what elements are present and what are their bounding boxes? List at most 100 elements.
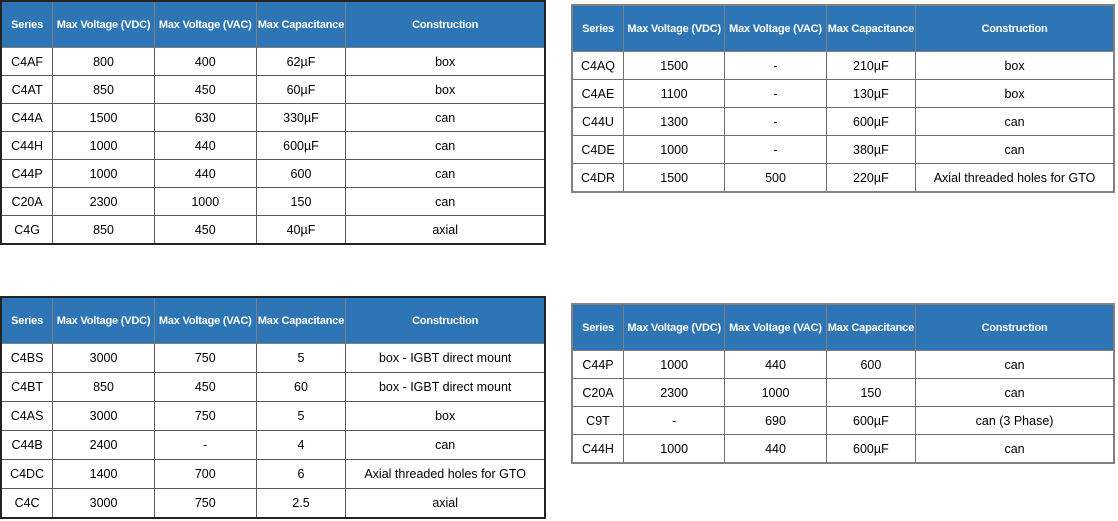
data-cell: axial xyxy=(345,215,546,245)
data-cell: 3000 xyxy=(52,401,155,431)
table-row: C4AT 850 450 60µF box xyxy=(0,75,546,104)
data-cell: 850 xyxy=(52,75,155,104)
data-cell: 440 xyxy=(724,434,827,464)
data-cell: can xyxy=(915,350,1115,379)
series-cell: C9T xyxy=(571,406,624,435)
series-cell: C4BS xyxy=(0,343,54,373)
series-cell: C4AE xyxy=(571,79,624,108)
column-header-max-voltage-vdc: Max Voltage (VDC) xyxy=(52,0,155,48)
header-row: Series Max Voltage (VDC) Max Voltage (VAC)… xyxy=(571,303,1115,351)
data-cell: 3000 xyxy=(52,488,155,519)
data-cell: 1000 xyxy=(622,135,726,164)
table-row: C44H 1000 440 600µF can xyxy=(0,131,546,160)
data-cell: 1000 xyxy=(153,187,257,216)
table-row: C4AQ 1500-210µF box xyxy=(571,51,1115,80)
table-row: C20A 2300 1000 150 can xyxy=(0,187,546,216)
table-row: C44U 1300-600µF can xyxy=(571,107,1115,136)
table-row: C44A 1500 630 330µF can xyxy=(0,103,546,132)
data-cell: 450 xyxy=(153,75,257,104)
data-cell: 3000 xyxy=(52,343,155,373)
data-cell: 210µF xyxy=(825,51,917,80)
series-cell: C4DR xyxy=(571,163,624,193)
data-cell: can xyxy=(345,131,546,160)
data-cell: - xyxy=(724,79,827,108)
data-cell: 380µF xyxy=(825,135,917,164)
column-header-construction: Construction xyxy=(345,296,546,344)
column-header-max-voltage-vdc: Max Voltage (VDC) xyxy=(52,296,155,344)
table-row: C44P 1000 440 600 can xyxy=(0,159,546,188)
column-header-series: Series xyxy=(571,303,624,351)
column-header-construction: Construction xyxy=(915,4,1115,52)
capacitor-series-bottom-left-grid: Series Max Voltage (VDC) Max Voltage (VAC)… xyxy=(0,296,546,519)
series-cell: C44A xyxy=(0,103,54,132)
series-cell: C4G xyxy=(0,215,54,245)
table-row: C9T -690 600µF can (3 Phase) xyxy=(571,406,1115,435)
series-cell: C44U xyxy=(571,107,624,136)
column-header-max-voltage-vac: Max Voltage (VAC) xyxy=(153,296,257,344)
data-cell: 1500 xyxy=(622,51,726,80)
data-cell: 5 xyxy=(255,343,347,373)
data-cell: 440 xyxy=(153,159,257,188)
data-cell: box - IGBT direct mount xyxy=(345,343,546,373)
data-cell: 1000 xyxy=(622,434,726,464)
column-header-max-capacitance: Max Capacitance xyxy=(825,4,917,52)
table-row: C4DC 1400 700 6 Axial threaded holes for GTO xyxy=(0,459,546,489)
table-row: C44B 2400-4 can xyxy=(0,430,546,460)
data-cell: box xyxy=(915,51,1115,80)
data-cell: 2300 xyxy=(52,187,155,216)
column-header-construction: Construction xyxy=(345,0,546,48)
data-cell: 600µF xyxy=(825,107,917,136)
data-cell: 1500 xyxy=(52,103,155,132)
data-cell: - xyxy=(153,430,257,460)
data-cell: can xyxy=(915,135,1115,164)
data-cell: 450 xyxy=(153,215,257,245)
data-cell: 2400 xyxy=(52,430,155,460)
table-row: C4G 850 450 40µF axial xyxy=(0,215,546,245)
data-cell: can xyxy=(915,107,1115,136)
data-cell: 1100 xyxy=(622,79,726,108)
column-header-max-voltage-vac: Max Voltage (VAC) xyxy=(724,303,827,351)
data-cell: 750 xyxy=(153,401,257,431)
data-cell: 750 xyxy=(153,488,257,519)
data-cell: box xyxy=(345,47,546,76)
data-cell: box xyxy=(345,401,546,431)
data-cell: 62µF xyxy=(255,47,347,76)
capacitor-series-top-left-grid: Series Max Voltage (VDC) Max Voltage (VAC)… xyxy=(0,0,546,245)
data-cell: 750 xyxy=(153,343,257,373)
series-cell: C44P xyxy=(0,159,54,188)
data-cell: 150 xyxy=(255,187,347,216)
data-cell: can xyxy=(345,430,546,460)
capacitor-series-table-top-right: Series Max Voltage (VDC) Max Voltage (VAC)… xyxy=(571,4,1115,193)
table-row: C4BT 850 450 60 box - IGBT direct mount xyxy=(0,372,546,402)
data-cell: can xyxy=(345,159,546,188)
column-header-max-voltage-vac: Max Voltage (VAC) xyxy=(724,4,827,52)
column-header-max-capacitance: Max Capacitance xyxy=(255,296,347,344)
data-cell: 60 xyxy=(255,372,347,402)
series-cell: C44H xyxy=(571,434,624,464)
table-row: C4AF 800 400 62µF box xyxy=(0,47,546,76)
series-cell: C4AT xyxy=(0,75,54,104)
data-cell: 1400 xyxy=(52,459,155,489)
table-row: C4C 3000 750 2.5 axial xyxy=(0,488,546,519)
data-cell: Axial threaded holes for GTO xyxy=(345,459,546,489)
column-header-series: Series xyxy=(0,296,54,344)
data-cell: 600 xyxy=(825,350,917,379)
data-cell: 600 xyxy=(255,159,347,188)
data-cell: 600µF xyxy=(255,131,347,160)
data-cell: can xyxy=(915,434,1115,464)
data-cell: 150 xyxy=(825,378,917,407)
data-cell: - xyxy=(622,406,726,435)
column-header-series: Series xyxy=(571,4,624,52)
data-cell: 850 xyxy=(52,215,155,245)
data-cell: can (3 Phase) xyxy=(915,406,1115,435)
data-cell: 1000 xyxy=(52,159,155,188)
data-cell: 700 xyxy=(153,459,257,489)
data-cell: 500 xyxy=(724,163,827,193)
series-cell: C44H xyxy=(0,131,54,160)
column-header-construction: Construction xyxy=(915,303,1115,351)
header-row: Series Max Voltage (VDC) Max Voltage (VAC)… xyxy=(571,4,1115,52)
capacitor-series-bottom-right-grid: Series Max Voltage (VDC) Max Voltage (VAC)… xyxy=(571,303,1115,464)
series-cell: C4AS xyxy=(0,401,54,431)
table-row: C4AS 3000 750 5 box xyxy=(0,401,546,431)
column-header-max-capacitance: Max Capacitance xyxy=(825,303,917,351)
